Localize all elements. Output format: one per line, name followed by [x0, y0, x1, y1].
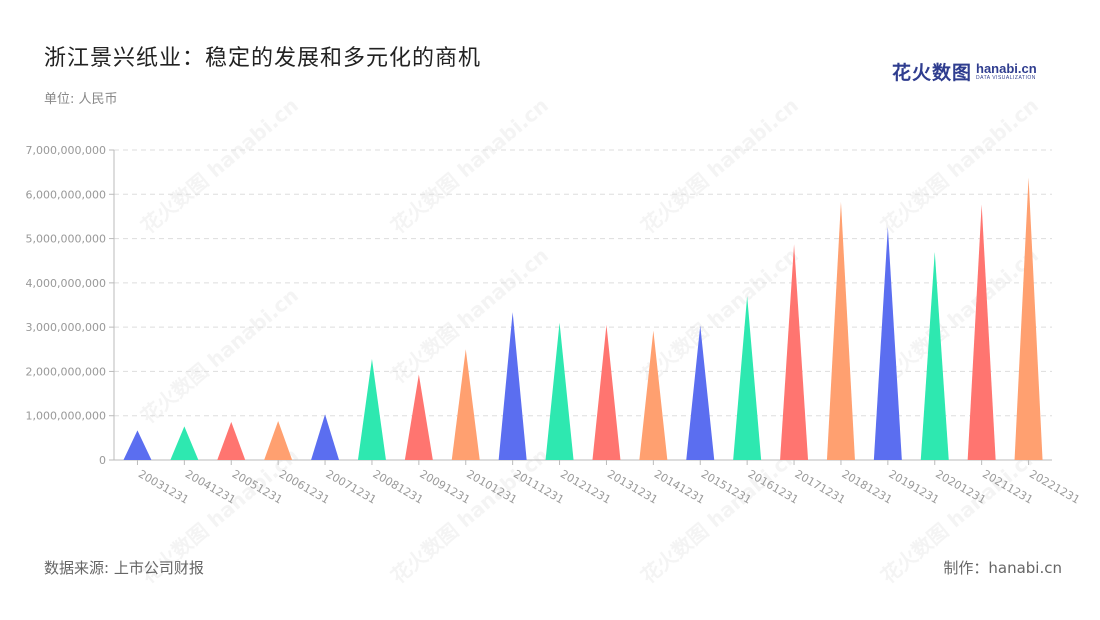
y-tick-label: 6,000,000,000 [26, 188, 106, 201]
bar-20221231 [1014, 177, 1043, 460]
x-tick-label: 20051231 [230, 467, 285, 506]
x-tick-label: 20111231 [511, 467, 566, 506]
x-tick-label: 20151231 [699, 467, 754, 506]
bar-20161231 [733, 296, 762, 460]
x-tick-label: 20071231 [324, 467, 379, 506]
bar-20041231 [170, 426, 199, 460]
x-tick-label: 20161231 [746, 467, 801, 506]
logo-tagline: DATA VISUALIZATION [976, 74, 1036, 81]
x-tick-label: 20141231 [652, 467, 707, 506]
logo-en-text: hanabi.cn [976, 60, 1037, 76]
bars [123, 177, 1043, 461]
bar-20201231 [920, 251, 949, 460]
logo-cn-text: 花火数图 [892, 62, 973, 84]
bar-20141231 [639, 330, 668, 460]
bar-20061231 [264, 421, 293, 460]
y-axis-ticks: 0 1,000,000,000 2,000,000,000 3,000,000,000… [26, 144, 114, 467]
x-tick-label: 20171231 [793, 467, 848, 506]
bar-20091231 [404, 374, 433, 460]
bar-20121231 [545, 322, 574, 460]
y-tick-label: 2,000,000,000 [26, 365, 106, 378]
x-tick-label: 20131231 [605, 467, 660, 506]
bar-20081231 [357, 359, 386, 460]
logo-en-block: hanabi.cn DATA VISUALIZATION [976, 62, 1037, 82]
x-tick-label: 20091231 [417, 467, 472, 506]
data-source: 数据来源: 上市公司财报 [44, 559, 204, 577]
y-tick-label: 4,000,000,000 [26, 277, 106, 290]
chart-title: 浙江景兴纸业：稳定的发展和多元化的商机 [44, 46, 482, 71]
x-tick-label: 20211231 [980, 467, 1035, 506]
x-tick-label: 20031231 [136, 467, 191, 506]
y-tick-label: 5,000,000,000 [26, 233, 106, 246]
bar-20191231 [873, 227, 902, 460]
x-tick-label: 20041231 [183, 467, 238, 506]
bar-20151231 [686, 325, 715, 460]
bar-20211231 [967, 204, 996, 460]
bar-20031231 [123, 430, 152, 460]
x-tick-label: 20201231 [933, 467, 988, 506]
bar-20101231 [451, 349, 480, 460]
y-tick-label: 1,000,000,000 [26, 410, 106, 423]
x-tick-label: 20061231 [277, 467, 332, 506]
x-tick-label: 20181231 [839, 467, 894, 506]
unit-label: 单位: 人民币 [44, 92, 118, 107]
x-tick-label: 20101231 [464, 467, 519, 506]
x-tick-label: 20191231 [886, 467, 941, 506]
grid-lines [114, 149, 1052, 417]
x-tick-label: 20081231 [370, 467, 425, 506]
credit-label: 制作：hanabi.cn [943, 559, 1062, 577]
y-tick-label: 0 [99, 454, 106, 467]
bar-20051231 [217, 421, 246, 460]
bar-20071231 [311, 414, 340, 460]
y-tick-label: 7,000,000,000 [26, 144, 106, 157]
y-tick-label: 3,000,000,000 [26, 321, 106, 334]
x-tick-label: 20221231 [1027, 467, 1082, 506]
bar-20131231 [592, 324, 621, 460]
x-tick-label: 20121231 [558, 467, 613, 506]
bar-20171231 [780, 244, 809, 460]
bar-20111231 [498, 312, 527, 460]
bar-20181231 [826, 201, 855, 461]
brand-logo: 花火数图 hanabi.cn DATA VISUALIZATION [892, 58, 1037, 85]
x-axis-ticks: 2003123120041231200512312006123120071231… [136, 460, 1082, 507]
